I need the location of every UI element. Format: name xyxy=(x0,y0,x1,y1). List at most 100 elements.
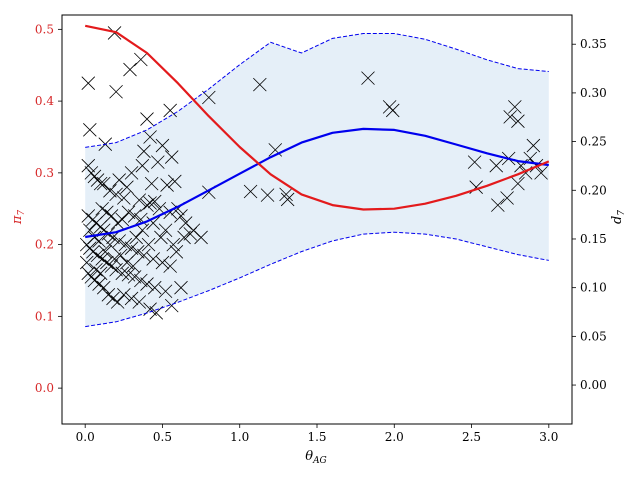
scatter-point xyxy=(109,187,123,202)
y-right-axis-label-sub: 7 xyxy=(617,210,627,216)
scatter-point xyxy=(511,176,525,191)
scatter-point xyxy=(109,84,123,99)
scatter-point xyxy=(115,266,130,281)
y-right-tick-label: 0.05 xyxy=(580,329,607,343)
scatter-point xyxy=(96,176,111,191)
scatter-point xyxy=(120,255,134,270)
scatter-point xyxy=(115,212,130,227)
y-left-tick-label: 0.4 xyxy=(35,94,54,108)
series-lines xyxy=(84,24,550,328)
scatter-point xyxy=(132,295,147,309)
scatter-point xyxy=(127,209,142,223)
y-left-axis-label-main: π xyxy=(10,215,25,225)
scatter-point xyxy=(164,150,179,164)
scatter-point xyxy=(155,255,170,270)
x-tick-label: 2.0 xyxy=(385,430,404,444)
scatter-point xyxy=(120,180,134,194)
y-right-tick-label: 0.00 xyxy=(580,378,607,392)
scatter-point xyxy=(132,193,147,207)
scatter-point xyxy=(117,191,131,205)
d7-lower-bound xyxy=(85,231,549,328)
scatter-point xyxy=(117,288,131,302)
scatter-point xyxy=(124,241,139,255)
x-tick-label: 1.0 xyxy=(230,430,249,444)
scatter-point xyxy=(140,277,154,291)
scatter-point xyxy=(489,158,504,173)
scatter-point xyxy=(491,198,505,212)
y-right-tick-label: 0.35 xyxy=(580,37,607,51)
scatter-point xyxy=(526,138,541,153)
scatter-point xyxy=(123,62,137,77)
scatter-point xyxy=(511,114,525,128)
scatter-point xyxy=(140,198,154,212)
scatter-point xyxy=(160,178,174,192)
x-tick-label: 0.0 xyxy=(76,430,95,444)
y-left-axis-label: π7 xyxy=(10,210,27,226)
y-right-tick-label: 0.10 xyxy=(580,281,607,295)
scatter-point xyxy=(147,194,162,209)
scatter-point xyxy=(154,230,168,245)
scatter-point xyxy=(143,130,157,144)
y-left-tick-label: 0.2 xyxy=(35,238,54,252)
x-tick-label: 0.5 xyxy=(153,430,172,444)
scatter-point xyxy=(134,52,148,67)
scatter-point xyxy=(166,237,181,252)
y-left-axis-label-sub: 7 xyxy=(17,210,27,216)
y-right-tick-label: 0.20 xyxy=(580,183,607,197)
x-axis-ticks: 0.0 0.5 1.0 1.5 2.0 2.5 3.0 xyxy=(76,424,558,444)
scatter-point xyxy=(155,138,170,153)
scatter-point xyxy=(500,191,514,205)
y-left-tick-label: 0.3 xyxy=(35,166,54,180)
scatter-point xyxy=(163,259,177,273)
scatter-point xyxy=(253,77,267,92)
scatter-point xyxy=(107,252,122,266)
scatter-markers xyxy=(79,26,548,320)
scatter-point xyxy=(103,184,117,198)
scatter-point xyxy=(81,158,96,173)
scatter-point xyxy=(112,234,126,248)
scatter-point xyxy=(508,100,522,114)
y-right-axis-label: d7 xyxy=(610,210,627,224)
y-right-tick-label: 0.30 xyxy=(580,86,607,100)
y-left-tick-label: 0.5 xyxy=(35,22,54,36)
scatter-point xyxy=(503,110,517,124)
scatter-point xyxy=(194,230,208,245)
scatter-point xyxy=(385,103,400,118)
scatter-point xyxy=(121,205,136,220)
scatter-point xyxy=(126,259,140,273)
scatter-point xyxy=(98,245,113,259)
scatter-point xyxy=(83,123,97,137)
scatter-point xyxy=(143,196,157,210)
x-axis-label: θAG xyxy=(305,449,327,466)
scatter-point xyxy=(90,173,105,187)
scatter-point xyxy=(202,90,216,105)
y-left-tick-label: 0.1 xyxy=(35,309,54,323)
scatter-point xyxy=(134,212,148,227)
y-left-tick-label: 0.0 xyxy=(35,381,54,395)
y-right-tick-label: 0.15 xyxy=(580,232,607,246)
scatter-point xyxy=(163,103,177,118)
scatter-point xyxy=(118,237,133,252)
scatter-point xyxy=(96,280,111,295)
d7-upper-bound xyxy=(85,33,549,148)
scatter-point xyxy=(104,209,119,223)
scatter-point xyxy=(141,237,156,252)
x-axis-label-main: θ xyxy=(305,449,313,464)
scatter-point xyxy=(168,174,182,189)
scatter-point xyxy=(137,144,151,159)
scatter-point xyxy=(149,305,164,320)
d7-mean-curve xyxy=(85,127,549,239)
scatter-point xyxy=(158,284,173,299)
scatter-point xyxy=(110,295,125,309)
scatter-point xyxy=(144,176,159,191)
scatter-point xyxy=(183,227,198,241)
scatter-point xyxy=(146,216,160,230)
scatter-point xyxy=(124,291,139,306)
scatter-point xyxy=(467,155,482,169)
y-left-axis-ticks: 0.0 0.1 0.2 0.3 0.4 0.5 xyxy=(35,22,62,395)
scatter-point xyxy=(135,158,150,173)
scatter-point xyxy=(164,298,179,313)
scatter-point xyxy=(81,76,96,90)
pi7-curve xyxy=(84,24,550,211)
